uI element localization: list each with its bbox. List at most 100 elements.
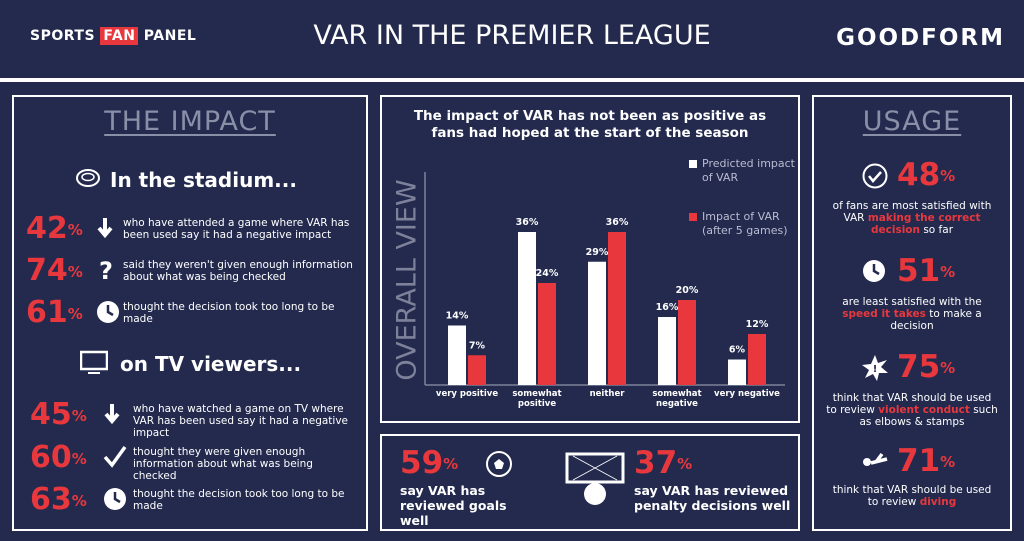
chart-title: The impact of VAR has not been as positi… [413,108,767,141]
icon [104,404,120,425]
stat-number: 45% [30,400,87,430]
logo-part: SPORTS [30,28,96,44]
value-label: 16% [656,302,679,313]
usage-highlight: violent conduct [878,404,970,416]
value-label: 20% [676,285,699,296]
usage-value: 51 [897,253,941,289]
usage-number: 48% [897,157,956,193]
icon [863,260,885,282]
legend-swatch [689,213,697,221]
stat-text: who have watched a game on TV where VAR … [133,403,349,439]
value-label: 36% [606,217,629,228]
usage-text-part: of fans are most satisfied with VAR [832,200,992,224]
icon: ! [862,355,888,381]
stat-value: 61 [26,295,68,330]
bar [748,334,766,385]
legend-swatch [689,160,697,168]
svg-text:?: ? [99,258,113,284]
stat-text: thought the decision took too long to be… [133,488,345,512]
logo: SPORTS FAN PANEL [30,27,197,45]
stat-number: 74% [26,256,83,286]
usage-text: are least satisfied with the speed it ta… [826,296,998,332]
icon [97,301,119,323]
icon [76,169,100,187]
value-label: 24% [536,268,559,279]
usage-value: 48 [897,157,941,193]
stat-number: 42% [26,214,83,244]
review-number: 37% [634,448,692,479]
usage-text-part: think that VAR should be used to review [832,484,992,508]
bar [518,232,536,385]
stat-value: 42 [26,211,68,246]
icon [863,452,888,466]
stat-value: 74 [26,253,68,288]
brand: GOODFORM [836,25,1005,51]
usage-number: 71% [897,443,956,479]
stat-value: 45 [30,397,72,432]
value-label: 29% [586,247,609,258]
review-text: say VAR has reviewed goals well [400,483,507,528]
reviews-panel [380,434,800,531]
usage-text-part: to make a decision [890,308,982,332]
value-label: 7% [469,340,486,351]
x-tick-label: somewhat positive [512,389,562,409]
stat-text: thought they were given enough informati… [133,446,313,482]
x-tick-label: somewhat negative [652,389,702,409]
usage-number: 75% [897,349,956,385]
icon [862,163,888,189]
legend-label: Impact of VAR (after 5 games) [702,210,788,237]
percent-sign: % [940,167,956,185]
usage-text: think that VAR should be used to review … [826,484,998,508]
stat-value: 63 [30,482,72,517]
section-heading: In the stadium... [110,168,297,192]
percent-sign: % [67,263,83,281]
usage-value: 75 [897,349,941,385]
percent-sign: % [443,455,459,473]
percent-sign: % [67,221,83,239]
icon [97,218,113,239]
section-title: THE IMPACT [104,106,276,137]
x-tick-label: neither [589,389,625,399]
percent-sign: % [940,453,956,471]
stat-number: 63% [30,485,87,515]
bar [658,317,676,385]
percent-sign: % [71,450,87,468]
impact-panel [12,95,368,531]
bar [728,359,746,385]
percent-sign: % [940,263,956,281]
page-title: VAR IN THE PREMIER LEAGUE [313,20,711,51]
chart-panel [380,95,800,423]
icon [565,452,625,505]
percent-sign: % [940,359,956,377]
svg-text:!: ! [873,364,878,375]
usage-text-part: so far [923,224,954,236]
usage-panel [812,95,1012,531]
usage-text-part: such as elbows & stamps [859,404,998,428]
icon: ? [99,258,113,284]
percent-sign: % [67,305,83,323]
usage-text-part: think that VAR should be used to review [826,392,992,416]
bar [538,283,556,385]
icon [486,451,512,477]
x-tick-label: very positive [435,389,499,399]
logo-part: PANEL [143,28,197,44]
usage-text: think that VAR should be used to review … [826,392,998,428]
usage-highlight: speed it takes [842,308,926,320]
review-number: 59% [400,448,459,479]
percent-sign: % [71,492,87,510]
icon [103,445,127,468]
x-tick-label: very negative [714,389,780,399]
review-text: say VAR has reviewed penalty decisions w… [634,483,791,513]
value-label: 14% [446,311,469,322]
stat-text: thought the decision took too long to be… [123,301,335,325]
legend-label: Predicted impact of VAR [702,157,795,184]
usage-text-part: are least satisfied with the [842,296,982,308]
bar [448,325,466,385]
stat-text: who have attended a game where VAR has b… [123,217,350,241]
value-label: 12% [746,319,769,330]
icon [80,350,108,374]
usage-value: 71 [897,443,941,479]
usage-number: 51% [897,253,956,289]
